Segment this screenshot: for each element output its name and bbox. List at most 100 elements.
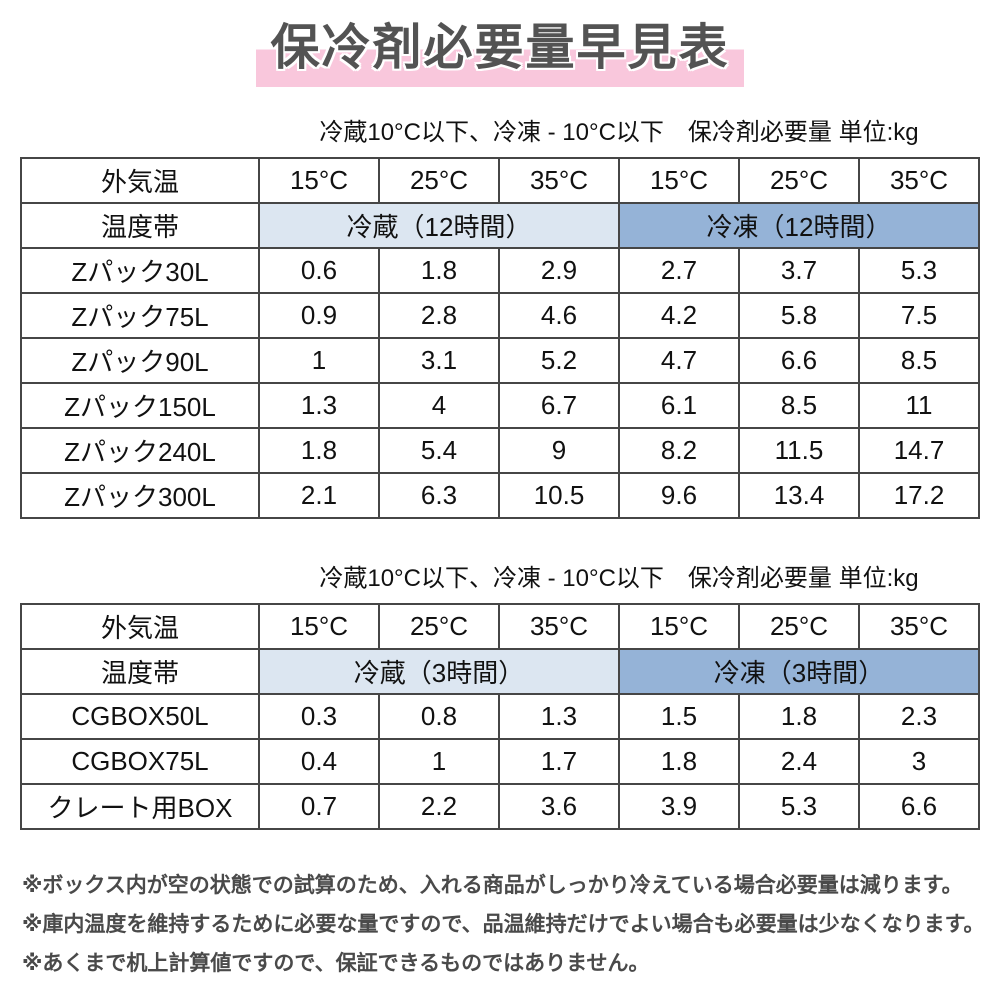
- row-label: CGBOX50L: [20, 693, 260, 740]
- cell-value: 9: [498, 427, 620, 474]
- cell-value: 4.2: [618, 292, 740, 339]
- table-row: CGBOX50L 0.3 0.8 1.3 1.5 1.8 2.3: [20, 693, 980, 740]
- cell-value: 5.4: [378, 427, 500, 474]
- table2-cooling-requirements-3h: 外気温 15°C 25°C 35°C 15°C 25°C 35°C 温度帯 冷蔵…: [20, 603, 980, 830]
- cell-value: 0.3: [258, 693, 380, 740]
- cell-value: 8.5: [738, 382, 860, 429]
- cell-value: 2.9: [498, 247, 620, 294]
- row-label: Zパック240L: [20, 427, 260, 474]
- cell-value: 5.2: [498, 337, 620, 384]
- cell-value: 1.8: [618, 738, 740, 785]
- cell-value: 0.9: [258, 292, 380, 339]
- table-row: クレート用BOX 0.7 2.2 3.6 3.9 5.3 6.6: [20, 783, 980, 830]
- footnote-line: ※ボックス内が空の状態での試算のため、入れる商品がしっかり冷えている場合必要量は…: [22, 874, 963, 897]
- table1-temp-cell: 15°C: [258, 157, 380, 204]
- cell-value: 2.4: [738, 738, 860, 785]
- table2-header-temps: 外気温 15°C 25°C 35°C 15°C 25°C 35°C: [20, 603, 980, 650]
- table2-header-temp-zone-label: 温度帯: [20, 648, 260, 695]
- cell-value: 1.5: [618, 693, 740, 740]
- cell-value: 8.2: [618, 427, 740, 474]
- table2-temp-cell: 35°C: [498, 603, 620, 650]
- cell-value: 9.6: [618, 472, 740, 519]
- table1-subtitle: 冷蔵10°C以下、冷凍 - 10°C以下 保冷剤必要量 単位:kg: [319, 119, 919, 146]
- table2-band-refrigerate: 冷蔵（3時間）: [258, 648, 620, 695]
- table2-subtitle-band: 冷蔵10°C以下、冷凍 - 10°C以下 保冷剤必要量 単位:kg: [20, 563, 980, 595]
- table1-band-refrigerate: 冷蔵（12時間）: [258, 202, 620, 249]
- table2-temp-cell: 15°C: [258, 603, 380, 650]
- cell-value: 1: [378, 738, 500, 785]
- cell-value: 3.7: [738, 247, 860, 294]
- table1-temp-cell: 35°C: [498, 157, 620, 204]
- cell-value: 6.6: [738, 337, 860, 384]
- cell-value: 2.3: [858, 693, 980, 740]
- table1-temp-cell: 25°C: [378, 157, 500, 204]
- table2-temp-cell: 15°C: [618, 603, 740, 650]
- table-row: CGBOX75L 0.4 1 1.7 1.8 2.4 3: [20, 738, 980, 785]
- row-label: Zパック90L: [20, 337, 260, 384]
- cell-value: 1.3: [498, 693, 620, 740]
- table2-band-freeze: 冷凍（3時間）: [618, 648, 980, 695]
- table-row: Zパック90L 1 3.1 5.2 4.7 6.6 8.5: [20, 337, 980, 384]
- table1-header-bands: 温度帯 冷蔵（12時間） 冷凍（12時間）: [20, 202, 980, 249]
- cell-value: 6.1: [618, 382, 740, 429]
- cell-value: 0.7: [258, 783, 380, 830]
- cell-value: 1.8: [738, 693, 860, 740]
- cell-value: 14.7: [858, 427, 980, 474]
- table2-header-outside-temp-label: 外気温: [20, 603, 260, 650]
- cell-value: 5.3: [858, 247, 980, 294]
- cell-value: 11: [858, 382, 980, 429]
- cell-value: 2.1: [258, 472, 380, 519]
- row-label: Zパック30L: [20, 247, 260, 294]
- footnote-line: ※庫内温度を維持するために必要な量ですので、品温維持だけでよい場合も必要量は少な…: [22, 913, 985, 936]
- cell-value: 3.6: [498, 783, 620, 830]
- cell-value: 0.6: [258, 247, 380, 294]
- title-wrap: 保冷剤必要量早見表: [0, 6, 1000, 87]
- cell-value: 4.7: [618, 337, 740, 384]
- page-title: 保冷剤必要量早見表: [256, 6, 744, 87]
- footnotes: ※ボックス内が空の状態での試算のため、入れる商品がしっかり冷えている場合必要量は…: [22, 866, 1000, 983]
- row-label: Zパック75L: [20, 292, 260, 339]
- cell-value: 6.3: [378, 472, 500, 519]
- table1-subtitle-band: 冷蔵10°C以下、冷凍 - 10°C以下 保冷剤必要量 単位:kg: [20, 117, 980, 149]
- cell-value: 8.5: [858, 337, 980, 384]
- cell-value: 5.3: [738, 783, 860, 830]
- cell-value: 3.9: [618, 783, 740, 830]
- table2-header-bands: 温度帯 冷蔵（3時間） 冷凍（3時間）: [20, 648, 980, 695]
- cell-value: 2.8: [378, 292, 500, 339]
- row-label: Zパック300L: [20, 472, 260, 519]
- cell-value: 0.8: [378, 693, 500, 740]
- table1-temp-cell: 35°C: [858, 157, 980, 204]
- table1-temp-cell: 15°C: [618, 157, 740, 204]
- table1-header-temp-zone-label: 温度帯: [20, 202, 260, 249]
- cell-value: 0.4: [258, 738, 380, 785]
- table2-temp-cell: 25°C: [738, 603, 860, 650]
- cell-value: 6.7: [498, 382, 620, 429]
- table1-temp-cell: 25°C: [738, 157, 860, 204]
- cell-value: 3: [858, 738, 980, 785]
- cell-value: 5.8: [738, 292, 860, 339]
- cell-value: 11.5: [738, 427, 860, 474]
- cell-value: 3.1: [378, 337, 500, 384]
- cell-value: 7.5: [858, 292, 980, 339]
- cell-value: 10.5: [498, 472, 620, 519]
- table-row: Zパック30L 0.6 1.8 2.9 2.7 3.7 5.3: [20, 247, 980, 294]
- table-row: Zパック300L 2.1 6.3 10.5 9.6 13.4 17.2: [20, 472, 980, 519]
- table1-cooling-requirements-12h: 外気温 15°C 25°C 35°C 15°C 25°C 35°C 温度帯 冷蔵…: [20, 157, 980, 519]
- row-label: CGBOX75L: [20, 738, 260, 785]
- cell-value: 2.2: [378, 783, 500, 830]
- table-row: Zパック75L 0.9 2.8 4.6 4.2 5.8 7.5: [20, 292, 980, 339]
- table2-subtitle: 冷蔵10°C以下、冷凍 - 10°C以下 保冷剤必要量 単位:kg: [319, 565, 919, 592]
- table1-header-temps: 外気温 15°C 25°C 35°C 15°C 25°C 35°C: [20, 157, 980, 204]
- cell-value: 1: [258, 337, 380, 384]
- cell-value: 1.7: [498, 738, 620, 785]
- footnote-line: ※あくまで机上計算値ですので、保証できるものではありません。: [22, 952, 650, 975]
- row-label: Zパック150L: [20, 382, 260, 429]
- cell-value: 1.8: [258, 427, 380, 474]
- cell-value: 2.7: [618, 247, 740, 294]
- cell-value: 4: [378, 382, 500, 429]
- table1-band-freeze: 冷凍（12時間）: [618, 202, 980, 249]
- cell-value: 13.4: [738, 472, 860, 519]
- row-label: クレート用BOX: [20, 783, 260, 830]
- table2-temp-cell: 25°C: [378, 603, 500, 650]
